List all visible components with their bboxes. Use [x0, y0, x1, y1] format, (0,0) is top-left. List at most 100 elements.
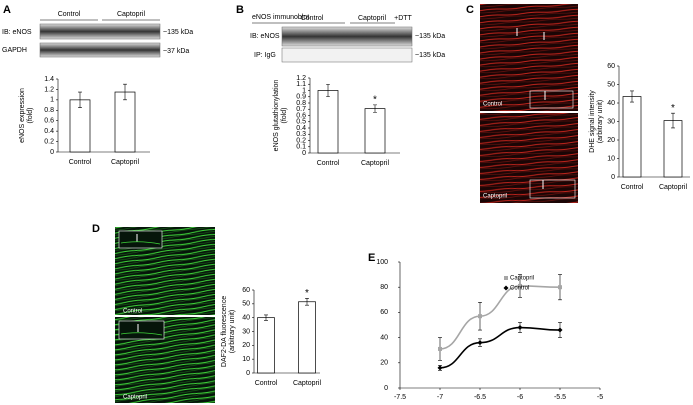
- y-axis-label: (arbitrary unit): [597, 100, 604, 144]
- marker: [438, 346, 442, 351]
- blot-size: ~135 kDa: [163, 29, 193, 36]
- blot-group: Control: [301, 15, 324, 22]
- significance: *: [671, 103, 675, 114]
- error-bar: [123, 83, 127, 101]
- blot-row: GAPDH: [2, 47, 27, 54]
- blot-group: Captopril: [358, 15, 386, 22]
- y-tick-label: 0.4: [296, 125, 306, 132]
- blot-image: [39, 42, 161, 58]
- inset: [118, 320, 165, 340]
- y-tick-label: 40: [380, 334, 388, 341]
- y-tick-label: 50: [607, 81, 615, 88]
- significance: *: [305, 288, 309, 299]
- y-tick-label: 30: [607, 118, 615, 125]
- inset: [529, 179, 576, 199]
- x-tick-label: Control: [69, 159, 92, 166]
- error-bar: [326, 83, 330, 98]
- legend-marker: [503, 285, 509, 291]
- y-tick-label: 0.8: [296, 100, 306, 107]
- y-tick-label: 60: [380, 309, 388, 316]
- marker: [437, 365, 443, 371]
- y-tick-label: 0.3: [296, 131, 306, 138]
- x-tick-label: Control: [255, 380, 278, 387]
- blot-row: IB: eNOS: [2, 29, 32, 36]
- image-label: Control: [483, 102, 502, 108]
- y-tick-label: 0.6: [296, 112, 306, 119]
- error-bar: [264, 314, 268, 321]
- y-tick-label: 1.2: [296, 75, 306, 82]
- y-tick-label: 30: [242, 328, 250, 335]
- x-tick-label: -7: [437, 394, 443, 401]
- marker: [518, 283, 522, 288]
- series-line: [439, 285, 561, 350]
- y-tick-label: 80: [380, 284, 388, 291]
- y-axis-label: (arbitrary unit): [229, 310, 236, 354]
- micrograph: [480, 113, 578, 203]
- blot-size: ~37 kDa: [163, 48, 189, 55]
- panel-letter: E: [368, 252, 375, 264]
- image-label: Captopril: [483, 194, 507, 200]
- legend-label: Captopril: [510, 276, 534, 282]
- error-bar: [630, 90, 634, 103]
- x-tick-label: -5: [597, 394, 603, 401]
- y-tick-label: 10: [242, 356, 250, 363]
- error-bar: [78, 91, 82, 108]
- x-tick-label: -6.5: [474, 394, 486, 401]
- y-tick-label: 20: [607, 137, 615, 144]
- inset: [118, 230, 163, 249]
- y-tick-label: 40: [607, 100, 615, 107]
- y-axis-label: eNOS glutathionylation: [273, 80, 280, 152]
- y-axis-label: DAF2-DA fluorescence: [221, 296, 228, 367]
- bar: [114, 91, 136, 153]
- x-tick-label: Control: [621, 184, 644, 191]
- x-tick-label: Control: [317, 160, 340, 167]
- y-tick-label: 100: [376, 259, 388, 266]
- y-tick-label: 0.4: [44, 128, 54, 135]
- x-tick-label: Captopril: [111, 159, 139, 166]
- panel-letter: D: [92, 223, 100, 235]
- panel-letter: A: [3, 4, 11, 16]
- bar: [317, 90, 339, 154]
- image-label: Captopril: [123, 395, 147, 401]
- y-tick-label: 0.1: [296, 144, 306, 151]
- series-line: [439, 326, 561, 369]
- marker: [478, 314, 482, 319]
- y-tick-label: 0.2: [44, 138, 54, 145]
- y-tick-label: 1: [302, 87, 306, 94]
- y-axis-label: DHE signal intensity: [589, 90, 596, 153]
- bar: [364, 108, 386, 154]
- y-tick-label: 20: [242, 342, 250, 349]
- marker: [477, 340, 483, 346]
- x-tick-label: Captopril: [361, 160, 389, 167]
- y-axis-label: (fold): [281, 108, 288, 124]
- y-tick-label: 0.8: [44, 107, 54, 114]
- y-tick-label: 0: [384, 385, 388, 392]
- image-label: Control: [123, 309, 142, 315]
- legend-marker: [504, 276, 508, 280]
- bar: [257, 317, 275, 374]
- blot-image: [281, 26, 413, 47]
- blot-row: IP: IgG: [254, 52, 276, 59]
- bar: [663, 120, 683, 178]
- y-tick-label: 0: [50, 149, 54, 156]
- blot-title: eNOS immunoblot: [252, 14, 309, 21]
- y-tick-label: 1.4: [44, 76, 54, 83]
- panel-letter: C: [466, 4, 474, 16]
- y-tick-label: 60: [607, 63, 615, 70]
- x-tick-label: -5.5: [554, 394, 566, 401]
- blot-group: Control: [58, 11, 81, 18]
- y-tick-label: 0.7: [296, 106, 306, 113]
- bar: [622, 96, 642, 178]
- y-tick-label: 0.2: [296, 137, 306, 144]
- marker: [557, 327, 563, 333]
- y-tick-label: 0: [611, 174, 615, 181]
- error-bar: [373, 104, 377, 113]
- y-tick-label: 1: [50, 97, 54, 104]
- micrograph: [480, 4, 578, 111]
- x-tick-label: -6: [517, 394, 523, 401]
- blot-group: Captopril: [117, 11, 145, 18]
- blot-image: [281, 47, 413, 63]
- blot-image: [39, 23, 161, 40]
- blot-size: ~135 kDa: [415, 52, 445, 59]
- significance: *: [373, 95, 377, 106]
